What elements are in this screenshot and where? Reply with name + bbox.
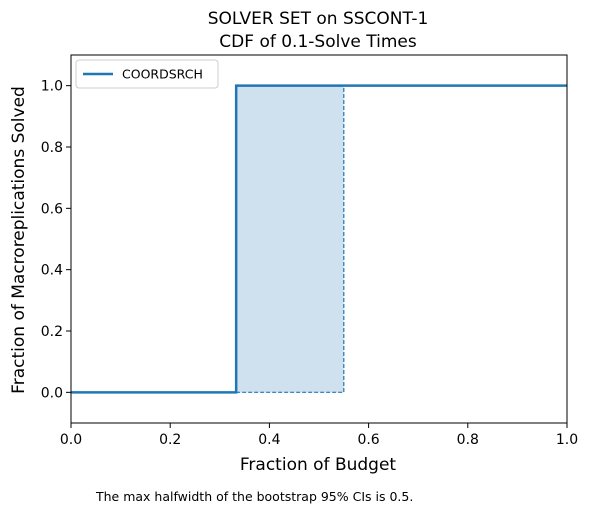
y-axis-label: Fraction of Macroreplications Solved: [9, 86, 29, 394]
ci-bound-line: [236, 85, 345, 393]
y-tick-label: 0.0: [41, 385, 63, 401]
footnote: The max halfwidth of the bootstrap 95% C…: [95, 489, 413, 504]
legend: COORDSRCH: [75, 59, 219, 89]
y-tick-label: 1.0: [41, 79, 63, 95]
x-tick-label: 0.8: [457, 432, 479, 448]
y-tick-label: 0.8: [41, 140, 63, 156]
x-axis-ticks: 0.0 0.2 0.4 0.6 0.8 1.0: [60, 423, 578, 448]
x-tick-label: 0.2: [159, 432, 181, 448]
y-tick-label: 0.6: [41, 201, 63, 217]
chart-title: SOLVER SET on SSCONT-1: [208, 9, 429, 29]
axes-frame: [70, 54, 568, 424]
x-tick-label: 1.0: [556, 432, 578, 448]
chart-subtitle: CDF of 0.1-Solve Times: [219, 32, 417, 52]
legend-box: [75, 59, 219, 89]
y-tick-label: 0.2: [41, 324, 63, 340]
legend-label-coordsrch: COORDSRCH: [122, 67, 203, 82]
y-axis-ticks: 0.0 0.2 0.4 0.6 0.8 1.0: [41, 79, 71, 401]
x-tick-label: 0.4: [258, 432, 280, 448]
y-tick-label: 0.4: [41, 263, 63, 279]
x-tick-label: 0.0: [60, 432, 82, 448]
ci-band: [236, 85, 344, 393]
plot-area: [70, 54, 568, 424]
series-line-coordsrch: [71, 84, 567, 394]
x-tick-label: 0.6: [357, 432, 379, 448]
x-axis-label: Fraction of Budget: [240, 455, 397, 475]
